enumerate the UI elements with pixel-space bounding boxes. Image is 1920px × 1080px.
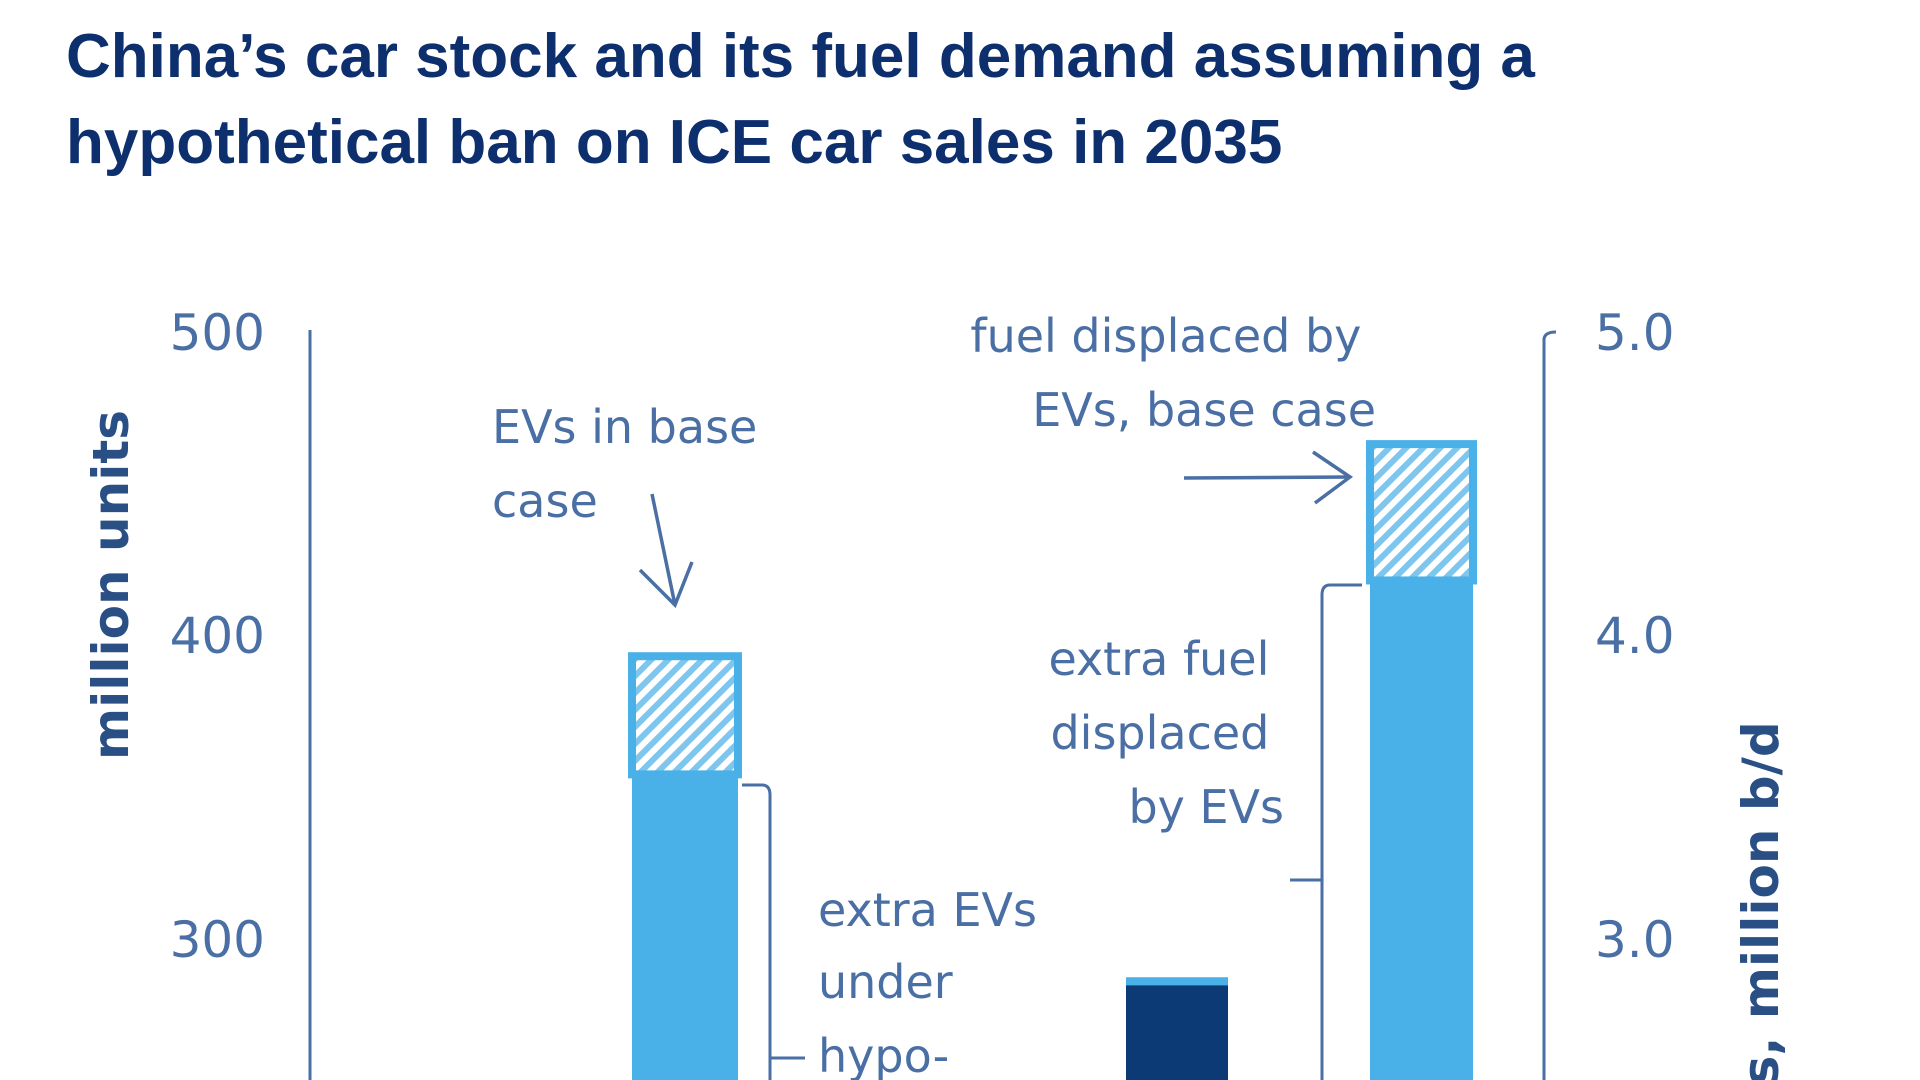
annotation-line: fuel displaced by	[970, 309, 1361, 363]
annotation-line: displaced	[1050, 706, 1269, 760]
right-tick-label: 4.0	[1595, 607, 1675, 665]
arrow-icon	[1183, 450, 1354, 505]
bar-segment-extra-fuel-displaced-by-evs	[1370, 580, 1473, 1080]
annotation-line: extra fuel	[1048, 632, 1269, 686]
annotation-fuel-base: fuel displaced by EVs, base case	[970, 309, 1376, 437]
right-tick-label: 3.0	[1595, 911, 1675, 969]
arrow-icon	[638, 493, 694, 609]
left-tick-label: 500	[170, 304, 265, 362]
title-line-1: China’s car stock and its fuel demand as…	[66, 22, 1535, 91]
bar-segment-extra-evs-under-hypothetical-ban	[632, 774, 738, 1080]
annotation-evs-base: EVs in base case	[492, 400, 772, 528]
annotation-line: extra EVs	[818, 883, 1037, 937]
annotation-line: by EVs	[1128, 780, 1284, 834]
annotation-line: EVs in base	[492, 400, 757, 454]
annotation-line: under	[818, 955, 953, 1009]
left-tick-label: 300	[170, 911, 265, 969]
annotation-line: case	[492, 474, 598, 528]
annotation-extra-fuel: extra fuel displaced by EVs	[1048, 632, 1284, 834]
axes: 500 400 300 5.0 4.0 3.0 million units rs…	[82, 304, 1790, 1080]
bracket-extra-evs	[742, 783, 805, 1080]
right-axis-label: rs, million b/d	[1732, 721, 1790, 1080]
bracket-extra-fuel	[1290, 583, 1362, 1080]
bars	[628, 440, 1477, 1080]
bar-segment-fuel-displaced-by-evs-base-case	[1366, 440, 1477, 585]
left-axis-label: million units	[82, 410, 140, 760]
bar-cap	[1126, 977, 1228, 986]
bar-segment-evs-in-base-case	[628, 652, 742, 779]
annotation-line: EVs, base case	[1032, 383, 1376, 437]
title-line-2: hypothetical ban on ICE car sales in 203…	[66, 108, 1283, 177]
chart-title: China’s car stock and its fuel demand as…	[66, 14, 1535, 186]
bar-segment-fuel-demand	[1126, 977, 1228, 1080]
right-axis-cap	[1542, 330, 1557, 341]
left-tick-label: 400	[170, 607, 265, 665]
annotation-line: hypo-	[818, 1029, 949, 1080]
annotation-extra-evs: extra EVs under hypo-	[818, 883, 1052, 1080]
right-tick-label: 5.0	[1595, 304, 1675, 362]
annotations: EVs in base case fuel displaced by EVs, …	[492, 309, 1376, 1080]
